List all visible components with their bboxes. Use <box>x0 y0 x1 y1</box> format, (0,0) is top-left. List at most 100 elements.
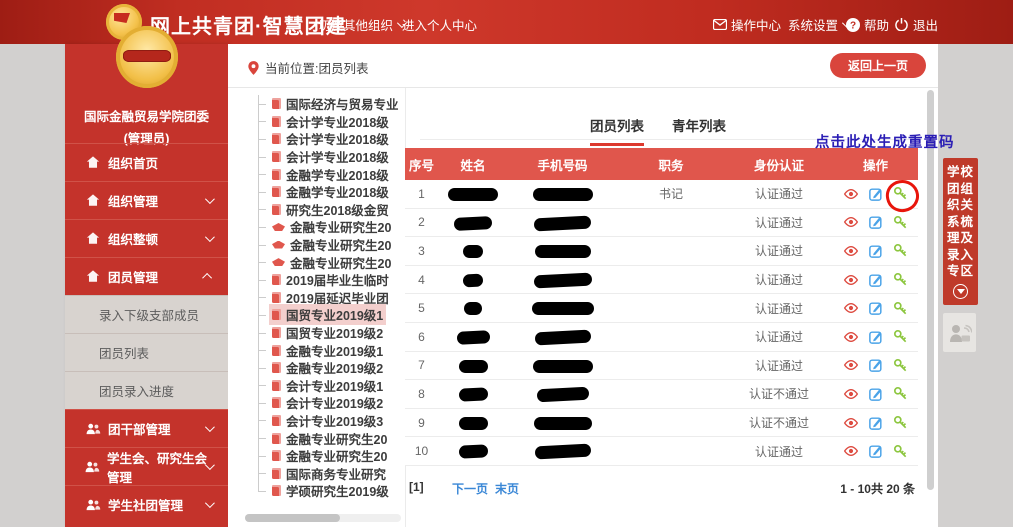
menu-label: 组织管理 <box>108 195 159 209</box>
view-icon[interactable] <box>843 443 859 459</box>
sidebar-menu-item[interactable]: 组织首页 <box>65 143 228 181</box>
edit-icon[interactable] <box>868 386 884 402</box>
row-index: 10 <box>414 444 429 459</box>
sidebar-menu-item[interactable]: 学生会、研究生会管理 <box>65 447 228 485</box>
tree-item-label: 金融专业2019级1 <box>286 344 384 359</box>
tree-item[interactable]: 2019届毕业生临时 <box>245 271 403 289</box>
view-icon[interactable] <box>843 214 859 230</box>
sidebar-menu-item[interactable]: 团员管理 <box>65 257 228 295</box>
submenu-label: 录入下级支部成员 <box>99 309 200 323</box>
school-org-entry-banner[interactable]: 学校 团组 织关 系梳 理及 录入 专区 <box>943 158 978 305</box>
tree-item[interactable]: 金融专业2019级2 <box>245 359 403 377</box>
system-settings-menu[interactable]: 系统设置 <box>788 15 852 34</box>
sidebar-menu-item[interactable]: 组织整顿 <box>65 219 228 257</box>
edit-icon[interactable] <box>868 243 884 259</box>
tree-item[interactable]: 会计学专业2018级 <box>245 148 403 166</box>
sidebar-submenu-item[interactable]: 录入下级支部成员 <box>65 295 228 333</box>
tree-item[interactable]: 金融学专业2018级 <box>245 165 403 183</box>
last-page-link[interactable]: 末页 <box>495 482 520 496</box>
edit-icon[interactable] <box>868 443 884 459</box>
edit-icon[interactable] <box>868 186 884 202</box>
redacted-phone <box>534 245 591 259</box>
redacted-phone <box>533 416 592 430</box>
sidebar-submenu-item[interactable]: 团员录入进度 <box>65 371 228 409</box>
sidebar-menu-item[interactable]: 学生社团管理 <box>65 485 228 523</box>
redacted-name <box>458 444 488 460</box>
sidebar-menu-item[interactable]: 团干部管理 <box>65 409 228 447</box>
edit-icon[interactable] <box>868 272 884 288</box>
tree-horizontal-scrollbar[interactable] <box>245 514 401 522</box>
tree-item[interactable]: 金融专业研究生20 <box>245 429 403 447</box>
back-button[interactable]: 返回上一页 <box>830 53 926 78</box>
view-icon[interactable] <box>843 329 859 345</box>
tree-item[interactable]: 金融专业研究生20 <box>245 218 403 236</box>
tree-item[interactable]: 国贸专业2019级2 <box>245 324 403 342</box>
redacted-name <box>448 187 498 201</box>
redacted-phone <box>532 187 593 201</box>
tab-member-list[interactable]: 团员列表 <box>590 115 644 146</box>
edit-icon[interactable] <box>868 300 884 316</box>
tree-item[interactable]: 会计专业2019级2 <box>245 394 403 412</box>
tree-node-icon <box>272 397 281 409</box>
pagination: [1] 下一页 末页 1 - 10共 20 条 <box>405 480 918 500</box>
sidebar-menu-item[interactable]: 组织管理 <box>65 181 228 219</box>
name-cell <box>438 387 508 402</box>
redacted-name <box>463 245 483 259</box>
sidebar-submenu-item[interactable]: 团员列表 <box>65 333 228 371</box>
tree-item[interactable]: 会计专业2019级3 <box>245 412 403 430</box>
main-vertical-scrollbar[interactable] <box>927 90 934 490</box>
users-icon <box>85 461 100 473</box>
tree-item[interactable]: 金融学专业2018级 <box>245 183 403 201</box>
reset-code-key-icon[interactable] <box>893 243 909 259</box>
reset-code-key-icon[interactable] <box>893 357 909 373</box>
view-icon[interactable] <box>843 243 859 259</box>
tree-node-icon <box>272 133 281 145</box>
view-icon[interactable] <box>843 386 859 402</box>
tree-item[interactable]: 国际经济与贸易专业 <box>245 95 403 113</box>
reset-code-key-icon[interactable] <box>893 329 909 345</box>
tree-item[interactable]: 会计学专业2018级 <box>245 130 403 148</box>
tab-youth-list[interactable]: 青年列表 <box>672 119 726 134</box>
tree-item-label: 会计学专业2018级 <box>286 151 389 166</box>
edit-icon[interactable] <box>868 214 884 230</box>
help-link[interactable]: ? 帮助 <box>845 15 889 34</box>
view-icon[interactable] <box>843 300 859 316</box>
name-cell <box>438 187 508 201</box>
action-center-link[interactable]: 操作中心 <box>712 15 781 34</box>
actions-cell <box>833 243 918 259</box>
view-icon[interactable] <box>843 272 859 288</box>
reset-code-key-icon[interactable] <box>893 386 909 402</box>
redacted-phone <box>534 329 591 346</box>
reset-code-key-icon[interactable] <box>893 272 909 288</box>
switch-org-label: 切换其他组织 <box>318 19 394 33</box>
view-icon[interactable] <box>843 357 859 373</box>
next-page-link[interactable]: 下一页 <box>452 482 489 496</box>
tree-item[interactable]: 会计专业2019级1 <box>245 377 403 395</box>
reset-code-key-icon[interactable] <box>893 300 909 316</box>
view-icon[interactable] <box>843 415 859 431</box>
tree-item[interactable]: 会计学专业2018级 <box>245 113 403 131</box>
tree-item[interactable]: 金融专业研究生20 <box>245 447 403 465</box>
tree-item[interactable]: 金融专业研究生20 <box>245 253 403 271</box>
edit-icon[interactable] <box>868 357 884 373</box>
switch-org-menu[interactable]: 切换其他组织 <box>318 15 407 34</box>
reset-code-key-icon[interactable] <box>893 214 909 230</box>
tree-item[interactable]: 国贸专业2019级1 <box>245 304 403 326</box>
edit-icon[interactable] <box>868 329 884 345</box>
tree-item[interactable]: 国际商务专业研究 <box>245 464 403 482</box>
tree-item[interactable]: 2019届延迟毕业团 <box>245 289 403 307</box>
tree-item[interactable]: 研究生2018级金贸 <box>245 201 403 219</box>
tree-item[interactable]: 学硕研究生2019级 <box>245 482 403 500</box>
tree-item[interactable]: 金融专业2019级1 <box>245 341 403 359</box>
reset-code-key-icon[interactable] <box>893 415 909 431</box>
online-service-widget[interactable] <box>943 313 976 352</box>
scrollbar-thumb[interactable] <box>245 514 340 522</box>
personal-center-link[interactable]: 进入个人中心 <box>402 15 477 34</box>
edit-icon[interactable] <box>868 415 884 431</box>
tree-item-label: 国际经济与贸易专业 <box>286 98 399 113</box>
logout-link[interactable]: 退出 <box>894 15 938 34</box>
tree-item[interactable]: 金融专业研究生20 <box>245 236 403 254</box>
reset-code-key-icon[interactable] <box>893 186 909 202</box>
reset-code-key-icon[interactable] <box>893 443 909 459</box>
view-icon[interactable] <box>843 186 859 202</box>
